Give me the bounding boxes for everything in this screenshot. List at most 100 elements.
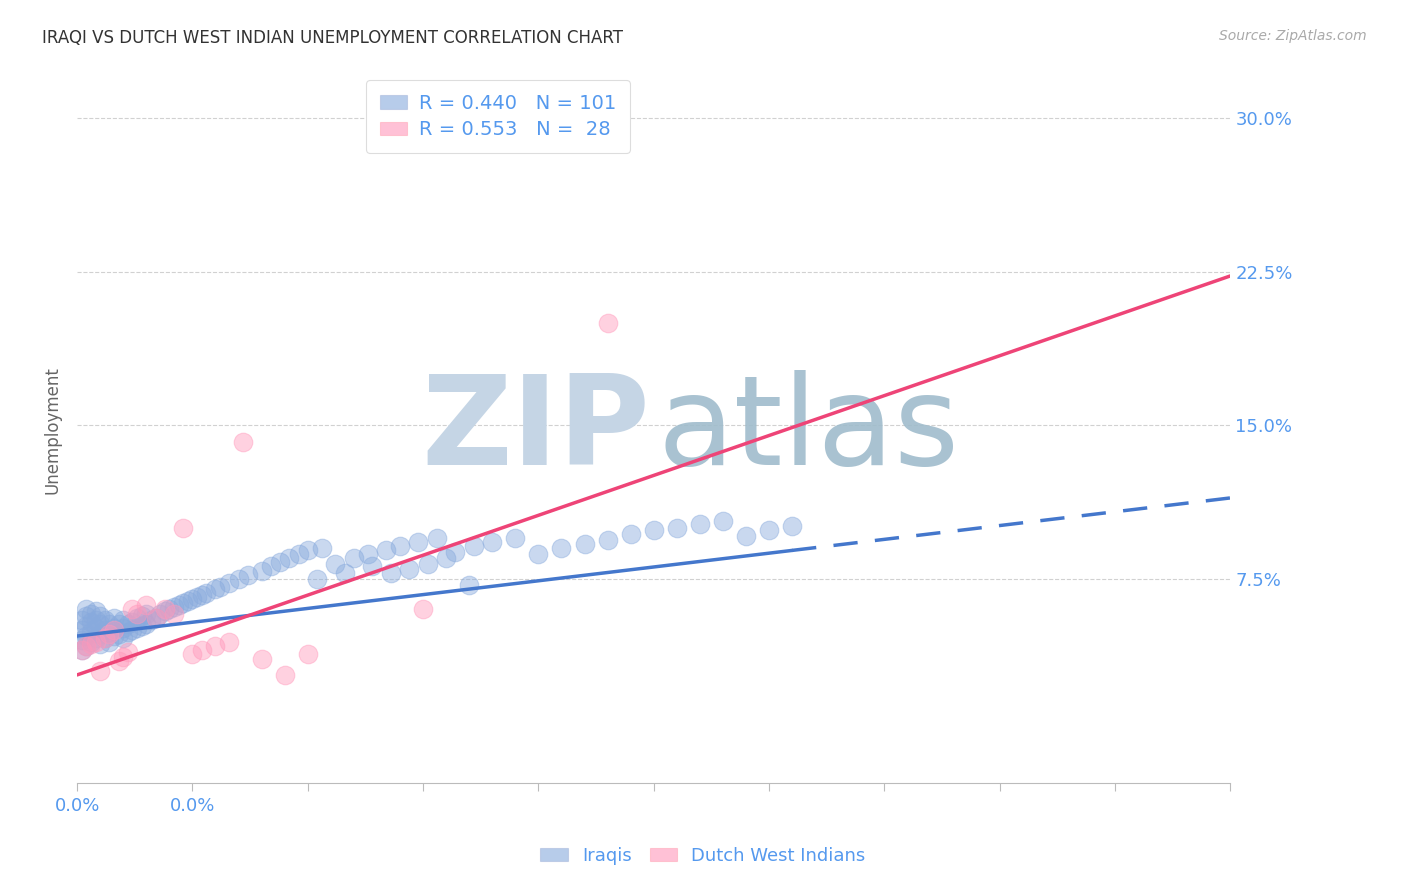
Point xyxy=(228,572,250,586)
Point xyxy=(112,621,135,635)
Point xyxy=(186,590,208,604)
Point xyxy=(157,602,180,616)
Legend: Iraqis, Dutch West Indians: Iraqis, Dutch West Indians xyxy=(533,840,873,872)
Point xyxy=(463,539,485,553)
Point xyxy=(388,539,411,553)
Point xyxy=(131,619,153,633)
Point xyxy=(163,607,186,621)
Point xyxy=(117,624,139,639)
Point xyxy=(80,637,103,651)
Point xyxy=(380,566,402,580)
Point xyxy=(121,602,143,616)
Point xyxy=(75,602,97,616)
Point xyxy=(260,559,283,574)
Point xyxy=(190,588,212,602)
Point xyxy=(121,623,143,637)
Text: ZIP: ZIP xyxy=(422,370,650,491)
Legend: R = 0.440   N = 101, R = 0.553   N =  28: R = 0.440 N = 101, R = 0.553 N = 28 xyxy=(367,80,630,153)
Point xyxy=(250,564,273,578)
Point xyxy=(98,624,121,639)
Point xyxy=(121,615,143,629)
Point xyxy=(574,537,596,551)
Point xyxy=(84,631,107,645)
Y-axis label: Unemployment: Unemployment xyxy=(44,367,60,494)
Point xyxy=(689,516,711,531)
Point xyxy=(98,635,121,649)
Point xyxy=(273,668,295,682)
Point xyxy=(209,580,232,594)
Point xyxy=(550,541,572,555)
Point xyxy=(84,621,107,635)
Point xyxy=(112,631,135,645)
Point xyxy=(89,616,111,631)
Point xyxy=(163,600,186,615)
Point xyxy=(80,607,103,621)
Point xyxy=(149,607,172,621)
Point xyxy=(620,526,643,541)
Point xyxy=(190,643,212,657)
Point xyxy=(94,631,117,645)
Point xyxy=(305,572,328,586)
Point xyxy=(75,640,97,654)
Point xyxy=(711,515,734,529)
Point xyxy=(80,635,103,649)
Point xyxy=(135,599,157,613)
Point xyxy=(94,613,117,627)
Point xyxy=(269,555,291,569)
Point xyxy=(297,648,319,662)
Point xyxy=(357,547,380,561)
Point xyxy=(80,615,103,629)
Point xyxy=(665,520,688,534)
Text: Source: ZipAtlas.com: Source: ZipAtlas.com xyxy=(1219,29,1367,43)
Point xyxy=(167,599,190,613)
Point xyxy=(527,547,550,561)
Point xyxy=(204,640,226,654)
Point xyxy=(343,551,366,566)
Point xyxy=(84,613,107,627)
Point xyxy=(434,551,457,566)
Point xyxy=(70,633,93,648)
Point xyxy=(94,623,117,637)
Point xyxy=(89,664,111,678)
Text: atlas: atlas xyxy=(657,370,959,491)
Point xyxy=(311,541,333,555)
Point xyxy=(181,648,204,662)
Point xyxy=(250,651,273,665)
Point xyxy=(125,607,148,621)
Point xyxy=(416,558,439,572)
Point xyxy=(135,607,157,621)
Point xyxy=(89,608,111,623)
Point xyxy=(112,613,135,627)
Point xyxy=(172,520,194,534)
Point xyxy=(181,592,204,607)
Point xyxy=(75,629,97,643)
Point xyxy=(84,635,107,649)
Point xyxy=(481,535,503,549)
Point xyxy=(177,594,200,608)
Point xyxy=(89,627,111,641)
Point xyxy=(426,531,449,545)
Point xyxy=(107,616,129,631)
Point xyxy=(125,610,148,624)
Point xyxy=(117,645,139,659)
Point xyxy=(232,434,254,449)
Point xyxy=(75,640,97,654)
Point xyxy=(408,535,430,549)
Point xyxy=(596,533,619,547)
Point xyxy=(325,558,347,572)
Point xyxy=(444,545,467,559)
Point xyxy=(145,610,167,624)
Point xyxy=(75,619,97,633)
Point xyxy=(287,547,309,561)
Point xyxy=(145,610,167,624)
Point xyxy=(218,575,240,590)
Point xyxy=(398,561,420,575)
Point xyxy=(505,531,527,545)
Point xyxy=(103,610,125,624)
Point xyxy=(153,602,176,616)
Point xyxy=(643,523,665,537)
Point xyxy=(103,623,125,637)
Point xyxy=(412,602,434,616)
Point xyxy=(117,616,139,631)
Point xyxy=(236,567,259,582)
